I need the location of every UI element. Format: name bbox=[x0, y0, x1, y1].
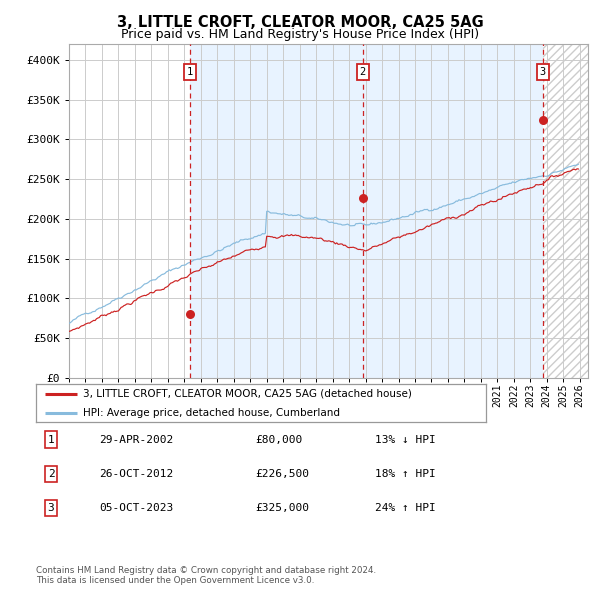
Text: 18% ↑ HPI: 18% ↑ HPI bbox=[375, 469, 436, 478]
Text: 2: 2 bbox=[47, 469, 55, 478]
Text: 13% ↓ HPI: 13% ↓ HPI bbox=[375, 435, 436, 444]
Text: 1: 1 bbox=[47, 435, 55, 444]
Text: 26-OCT-2012: 26-OCT-2012 bbox=[99, 469, 173, 478]
Text: 3, LITTLE CROFT, CLEATOR MOOR, CA25 5AG: 3, LITTLE CROFT, CLEATOR MOOR, CA25 5AG bbox=[116, 15, 484, 30]
Text: £80,000: £80,000 bbox=[255, 435, 302, 444]
Bar bbox=[190, 44, 543, 378]
Text: Price paid vs. HM Land Registry's House Price Index (HPI): Price paid vs. HM Land Registry's House … bbox=[121, 28, 479, 41]
Text: £226,500: £226,500 bbox=[255, 469, 309, 478]
Text: 1: 1 bbox=[187, 67, 193, 77]
Text: HPI: Average price, detached house, Cumberland: HPI: Average price, detached house, Cumb… bbox=[83, 408, 340, 418]
Text: 3, LITTLE CROFT, CLEATOR MOOR, CA25 5AG (detached house): 3, LITTLE CROFT, CLEATOR MOOR, CA25 5AG … bbox=[83, 389, 412, 399]
Text: 3: 3 bbox=[47, 503, 55, 513]
Text: 24% ↑ HPI: 24% ↑ HPI bbox=[375, 503, 436, 513]
Text: 3: 3 bbox=[540, 67, 546, 77]
Text: 2: 2 bbox=[359, 67, 366, 77]
Text: 05-OCT-2023: 05-OCT-2023 bbox=[99, 503, 173, 513]
Text: Contains HM Land Registry data © Crown copyright and database right 2024.
This d: Contains HM Land Registry data © Crown c… bbox=[36, 566, 376, 585]
Text: 29-APR-2002: 29-APR-2002 bbox=[99, 435, 173, 444]
Text: £325,000: £325,000 bbox=[255, 503, 309, 513]
Bar bbox=[543, 44, 600, 378]
